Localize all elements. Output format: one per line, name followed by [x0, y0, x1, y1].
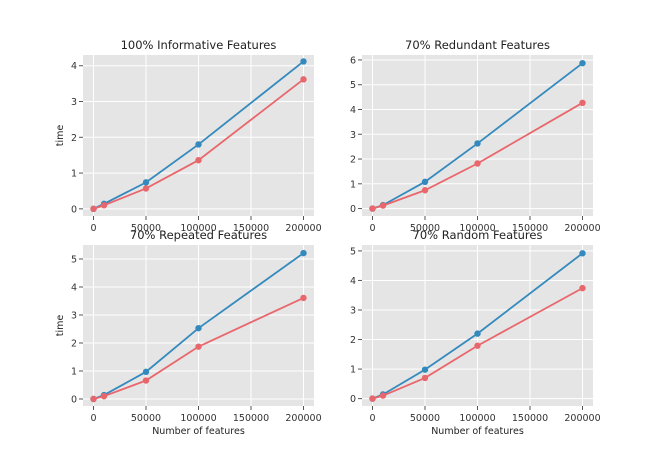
x-axis-label: Number of features [431, 426, 524, 437]
y-tick-label: 0 [71, 395, 77, 406]
x-tick-label: 150000 [512, 223, 548, 234]
data-point [474, 330, 481, 337]
x-tick-label: 100000 [459, 413, 495, 424]
data-point [195, 324, 202, 332]
y-tick-label: 4 [350, 105, 356, 116]
y-tick-label: 4 [71, 283, 77, 294]
x-tick-label: 150000 [233, 413, 269, 424]
chart-title: 70% Redundant Features [405, 38, 550, 52]
data-point [100, 393, 108, 400]
y-tick-label: 3 [350, 130, 356, 141]
y-tick-label: 3 [350, 305, 356, 316]
y-tick-label: 2 [350, 155, 356, 166]
data-point [379, 392, 387, 399]
data-point [142, 179, 150, 186]
y-axis-label: time [55, 315, 66, 337]
data-point [300, 294, 307, 302]
chart-title: 70% Random Features [413, 228, 543, 242]
y-tick-label: 1 [350, 179, 356, 190]
data-point [579, 99, 586, 107]
y-tick-label: 1 [71, 169, 77, 180]
x-tick-label: 200000 [285, 413, 321, 424]
data-point [142, 185, 150, 192]
x-tick-label: 0 [369, 413, 375, 424]
y-tick-label: 0 [71, 204, 77, 215]
data-point [421, 374, 429, 382]
y-tick-label: 1 [71, 367, 77, 378]
data-point [369, 395, 376, 402]
chart-panel: 0 50000 100000 150000 200000 0 1 2 3 4 100% Inform… [55, 38, 322, 234]
chart-panel: 0 50000 100000 150000 200000 0 1 2 3 4 5 70% Repeat… [55, 228, 322, 437]
x-tick-label: 200000 [285, 223, 321, 234]
chart-title: 70% Repeated Features [130, 228, 267, 242]
y-tick-label: 4 [71, 61, 77, 72]
x-tick-label: 0 [369, 223, 375, 234]
y-tick-label: 0 [350, 204, 356, 215]
chart-panel: 0 50000 100000 150000 200000 0 1 2 3 4 5 70% Random… [350, 228, 601, 437]
y-tick-label: 2 [350, 335, 356, 346]
x-tick-label: 0 [90, 413, 96, 424]
data-point [142, 368, 150, 376]
x-tick-label: 0 [90, 223, 96, 234]
data-point [369, 205, 376, 212]
y-tick-label: 5 [350, 246, 356, 257]
y-tick-label: 3 [71, 311, 77, 322]
data-point [474, 342, 481, 349]
data-point [421, 187, 429, 194]
y-tick-label: 5 [350, 80, 356, 91]
data-point [195, 141, 202, 148]
data-point [142, 377, 150, 384]
x-tick-label: 50000 [131, 223, 161, 234]
x-axis-label: Number of features [152, 426, 245, 437]
data-point [90, 395, 97, 403]
data-point [421, 178, 429, 186]
chart-panel: 0 50000 100000 150000 200000 0 1 2 3 4 5 6 70% Redun… [350, 38, 601, 234]
data-point [579, 250, 586, 257]
x-tick-label: 100000 [180, 223, 216, 234]
x-tick-label: 200000 [564, 413, 600, 424]
y-tick-label: 1 [350, 365, 356, 376]
x-tick-label: 50000 [410, 223, 440, 234]
y-tick-label: 3 [71, 97, 77, 108]
x-tick-label: 150000 [233, 223, 269, 234]
data-point [421, 366, 429, 373]
data-point [474, 160, 481, 167]
data-point [300, 249, 307, 257]
y-tick-label: 2 [71, 133, 77, 144]
data-point [100, 202, 108, 209]
x-tick-label: 100000 [459, 223, 495, 234]
data-point [90, 205, 97, 213]
data-point [379, 202, 387, 209]
data-point [195, 156, 202, 164]
chart-title: 100% Informative Features [121, 38, 277, 52]
data-point [474, 140, 481, 147]
x-tick-label: 100000 [180, 413, 216, 424]
y-tick-label: 0 [350, 394, 356, 405]
y-tick-label: 2 [71, 339, 77, 350]
data-point [300, 76, 307, 83]
y-tick-label: 4 [350, 276, 356, 287]
data-point [579, 284, 586, 292]
y-axis-label: time [55, 125, 66, 147]
data-point [195, 343, 202, 350]
y-tick-label: 6 [350, 55, 356, 66]
y-tick-label: 5 [71, 255, 77, 266]
x-tick-label: 50000 [131, 413, 161, 424]
x-tick-label: 150000 [512, 413, 548, 424]
data-point [300, 58, 307, 65]
x-tick-label: 200000 [564, 223, 600, 234]
data-point [579, 59, 586, 67]
x-tick-label: 50000 [410, 413, 440, 424]
